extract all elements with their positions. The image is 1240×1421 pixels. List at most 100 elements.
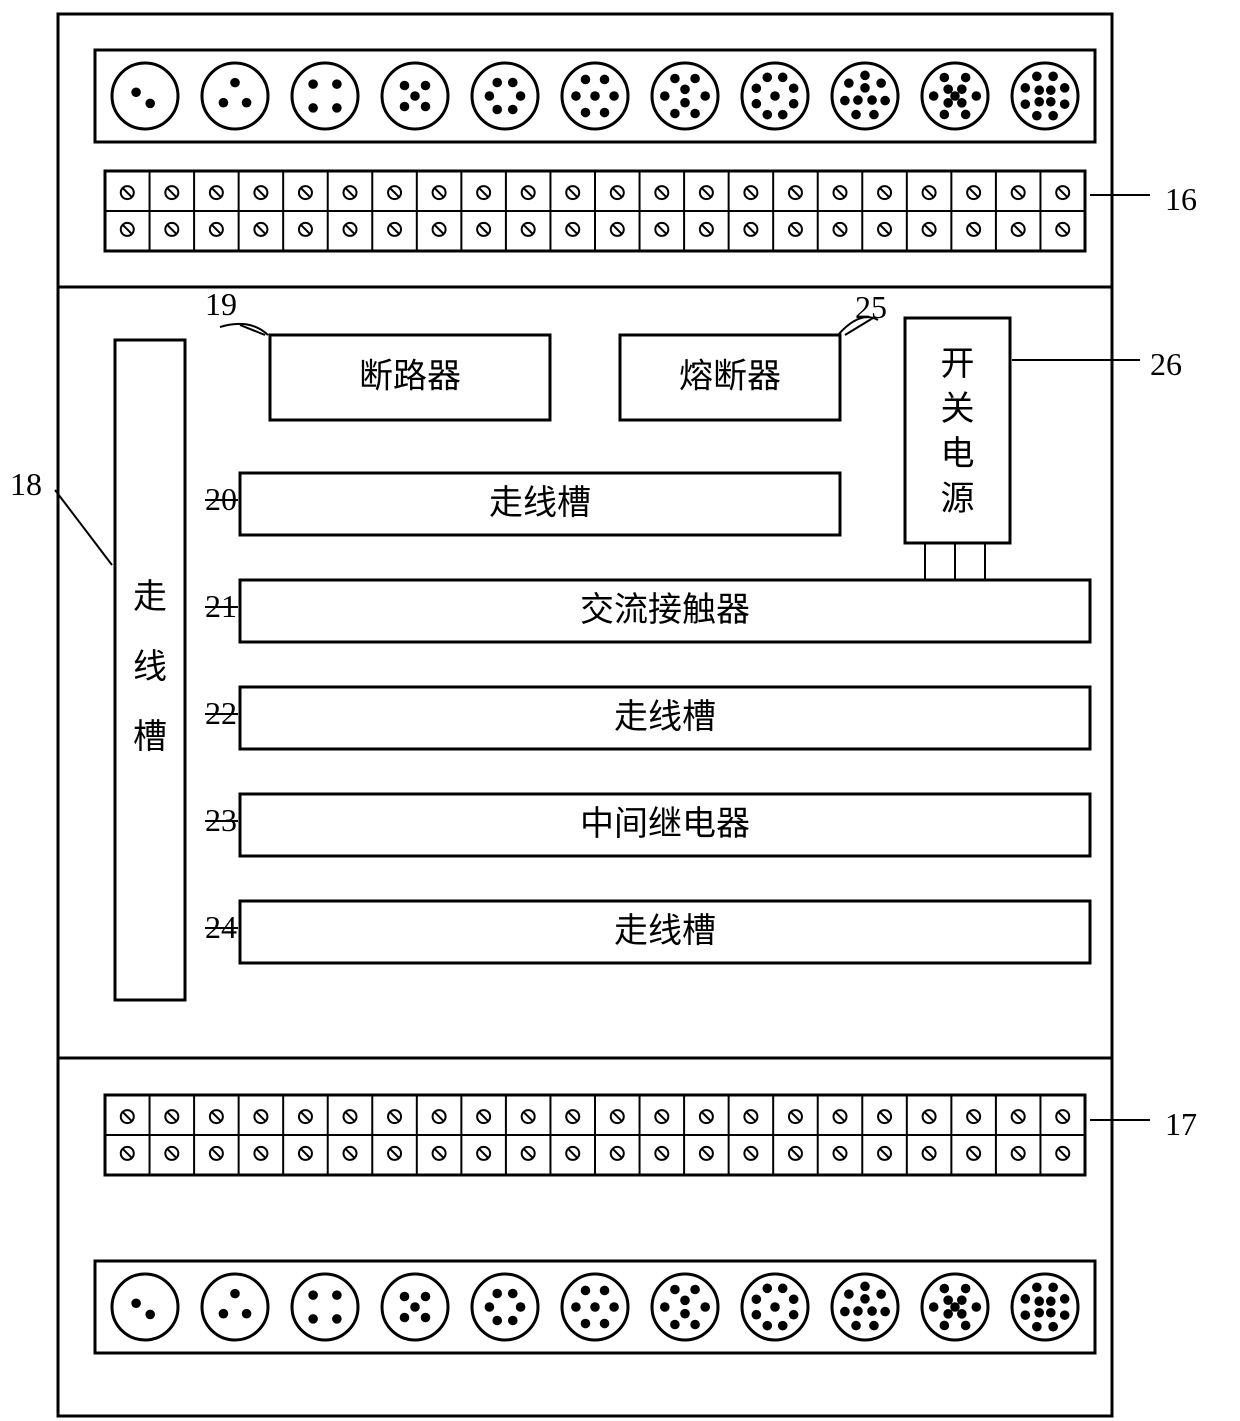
connector-pin (400, 1313, 410, 1323)
connector-pin (957, 1295, 967, 1305)
screw-slot (613, 1112, 621, 1120)
connector-pin (600, 108, 610, 118)
screw-slot (390, 1149, 398, 1157)
component-trough22-label: 走线槽 (614, 698, 716, 736)
connector-pin (778, 110, 788, 120)
connector-pin (957, 84, 967, 94)
screw-slot (658, 1149, 666, 1157)
screw-slot (346, 1149, 354, 1157)
connector-pin (660, 91, 670, 101)
screw-slot (880, 225, 888, 233)
screw-slot (479, 1112, 487, 1120)
component-relay-label: 中间继电器 (580, 805, 750, 843)
connector-pin (242, 98, 252, 108)
component-trough20-label: 走线槽 (489, 484, 591, 522)
connector-pin (219, 1309, 229, 1319)
callout-number: 25 (855, 289, 887, 325)
connector-pin (600, 1286, 610, 1296)
connector-pin (590, 1302, 600, 1312)
wire-trough-left-label: 槽 (133, 718, 167, 756)
connector-pin (1048, 1322, 1058, 1332)
connector-pin (581, 1286, 591, 1296)
screw-slot (880, 188, 888, 196)
connector-socket (202, 1274, 268, 1340)
screw-slot (969, 188, 977, 196)
screw-slot (346, 188, 354, 196)
screw-slot (925, 1149, 933, 1157)
connector-pin (972, 1302, 982, 1312)
screw-slot (346, 225, 354, 233)
screw-slot (658, 1112, 666, 1120)
connector-pin (485, 91, 495, 101)
screw-slot (925, 1112, 933, 1120)
connector-pin (851, 1321, 861, 1331)
screw-slot (880, 1149, 888, 1157)
connector-pin (492, 1316, 502, 1326)
connector-socket (202, 63, 268, 129)
screw-slot (1014, 1149, 1022, 1157)
connector-pin (943, 84, 953, 94)
screw-slot (435, 1112, 443, 1120)
connector-pin (778, 73, 788, 83)
screw-slot (212, 1112, 220, 1120)
screw-slot (702, 1112, 710, 1120)
screw-slot (390, 188, 398, 196)
connector-pin (145, 99, 155, 109)
component-switchps-label: 电 (941, 435, 975, 473)
connector-socket (1012, 63, 1078, 129)
connector-pin (1021, 83, 1031, 93)
connector-pin (492, 78, 502, 88)
connector-pin (516, 1302, 526, 1312)
screw-slot (569, 225, 577, 233)
connector-pin (308, 1314, 318, 1324)
screw-slot (1059, 225, 1067, 233)
connector-pin (840, 1307, 850, 1317)
connector-pin (332, 103, 342, 113)
connector-pin (230, 78, 240, 88)
screw-slot (524, 225, 532, 233)
screw-slot (613, 1149, 621, 1157)
connector-pin (1048, 72, 1058, 82)
connector-pin (860, 1294, 870, 1304)
connector-socket (472, 1274, 538, 1340)
component-trough24-label: 走线槽 (614, 912, 716, 950)
connector-pin (1032, 1322, 1042, 1332)
screw-slot (747, 188, 755, 196)
connector-pin (789, 83, 799, 93)
screw-slot (168, 188, 176, 196)
screw-slot (257, 188, 265, 196)
connector-socket (1012, 1274, 1078, 1340)
screw-slot (301, 1149, 309, 1157)
screw-slot (702, 225, 710, 233)
connector-pin (752, 1310, 762, 1320)
connector-pin (950, 91, 960, 101)
connector-pin (961, 110, 971, 120)
connector-pin (581, 108, 591, 118)
screw-slot (791, 1112, 799, 1120)
connector-pin (1060, 1310, 1070, 1320)
connector-pin (590, 91, 600, 101)
connector-pin (1034, 97, 1044, 107)
connector-pin (308, 1290, 318, 1300)
connector-pin (421, 102, 431, 112)
connector-pin (230, 1289, 240, 1299)
connector-pin (670, 74, 680, 84)
screw-slot (969, 225, 977, 233)
connector-pin (571, 91, 581, 101)
connector-pin (860, 1282, 870, 1292)
screw-slot (569, 1149, 577, 1157)
connector-pin (840, 96, 850, 106)
connector-pin (421, 1292, 431, 1302)
screw-slot (168, 225, 176, 233)
connector-pin (1032, 72, 1042, 82)
screw-slot (836, 188, 844, 196)
connector-pin (853, 1306, 863, 1316)
screw-slot (702, 188, 710, 196)
screw-slot (435, 225, 443, 233)
connector-pin (1060, 1294, 1070, 1304)
connector-pin (940, 73, 950, 83)
screw-slot (301, 188, 309, 196)
connector-pin (516, 91, 526, 101)
screw-slot (658, 188, 666, 196)
component-contactor-label: 交流接触器 (580, 591, 750, 629)
